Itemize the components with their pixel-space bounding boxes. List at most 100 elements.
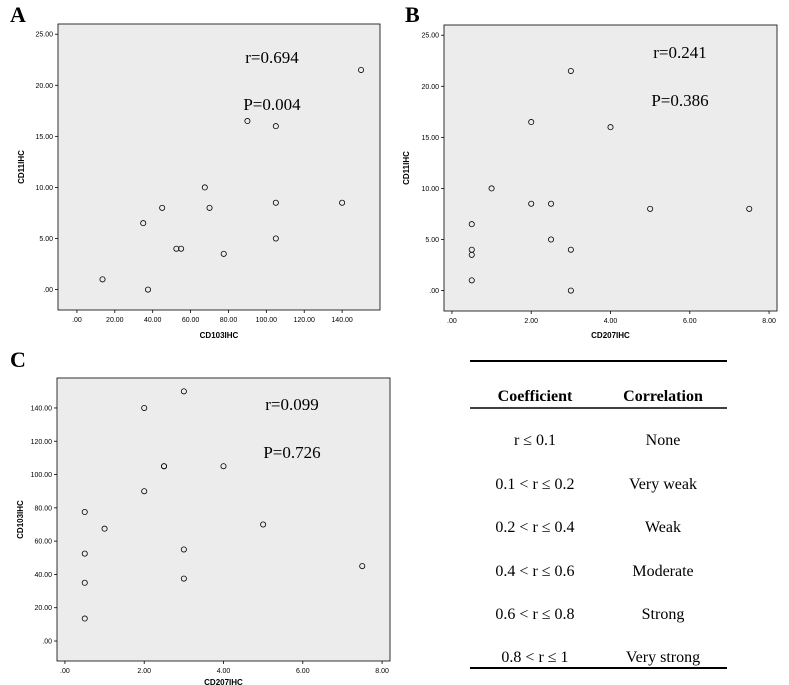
p-value: P=0.386: [651, 91, 708, 110]
data-point: [488, 185, 495, 192]
x-tick-label: 80.00: [220, 317, 238, 324]
table-cell-correlation: Very strong: [626, 649, 700, 666]
data-point: [647, 205, 654, 212]
p-value: P=0.726: [263, 443, 320, 462]
x-tick-label: 120.00: [294, 317, 316, 324]
x-tick-label: 140.00: [331, 317, 353, 324]
data-point: [272, 123, 279, 130]
table-cell-correlation: Strong: [642, 606, 685, 623]
data-point: [567, 287, 574, 294]
data-point: [528, 119, 535, 126]
data-point: [81, 579, 88, 586]
data-point: [468, 277, 475, 284]
data-point: [206, 204, 213, 211]
data-point: [141, 488, 148, 495]
data-point: [272, 199, 279, 206]
data-point: [468, 221, 475, 228]
x-tick-label: 100.00: [256, 317, 278, 324]
x-tick-label: .00: [447, 318, 457, 325]
panel-c: C .00 2.00 4.00 6.00 8.00 .00 20.00 40.00 60.00 80…: [10, 347, 391, 685]
data-point: [528, 200, 535, 207]
y-tick-label: 10.00: [35, 185, 53, 192]
x-tick-label: 20.00: [106, 317, 124, 324]
y-tick-label: 25.00: [35, 32, 53, 39]
y-tick-label: 25.00: [421, 33, 439, 40]
x-tick-label: 2.00: [137, 668, 151, 675]
y-tick-label: .00: [429, 288, 439, 295]
table-body: r ≤ 0.1 None 0.1 < r ≤ 0.2 Very weak 0.2 < r…: [495, 432, 700, 666]
data-point: [173, 245, 180, 252]
p-value: P=0.004: [243, 95, 301, 114]
x-tick-label: .00: [60, 668, 70, 675]
table-cell-correlation: Weak: [645, 519, 681, 536]
data-point: [81, 509, 88, 516]
r-value: r=0.241: [653, 43, 707, 62]
data-point: [548, 200, 555, 207]
x-tick-label: .00: [72, 317, 82, 324]
x-tick-label: 2.00: [524, 318, 538, 325]
x-axis-label: CD207IHC: [591, 331, 630, 340]
data-point: [567, 246, 574, 253]
data-point: [272, 235, 279, 242]
data-point: [339, 199, 346, 206]
table-header-correlation: Correlation: [623, 388, 703, 405]
y-tick-label: 120.00: [31, 439, 53, 446]
y-axis-label: CD11IHC: [17, 150, 26, 184]
table-cell-coefficient: r ≤ 0.1: [514, 432, 556, 449]
y-tick-label: 15.00: [35, 134, 53, 141]
r-value: r=0.099: [265, 395, 319, 414]
data-point: [180, 388, 187, 395]
table-cell-coefficient: 0.4 < r ≤ 0.6: [495, 563, 574, 580]
plot-area: [443, 24, 778, 312]
data-point: [244, 118, 251, 125]
y-tick-label: .00: [42, 639, 52, 646]
table-header-coefficient: Coefficient: [498, 388, 573, 405]
y-tick-label: 100.00: [31, 472, 53, 479]
data-point: [159, 204, 166, 211]
panel-b: B .00 2.00 4.00 6.00 8.00 .00 5.00 10.00 15.00 20.…: [402, 2, 778, 340]
x-tick-label: 8.00: [375, 668, 389, 675]
data-point: [101, 525, 108, 532]
y-tick-label: 60.00: [34, 539, 52, 546]
r-value: r=0.694: [245, 48, 299, 67]
data-point: [178, 245, 185, 252]
data-point: [99, 276, 106, 283]
x-tick-label: 4.00: [604, 318, 618, 325]
data-point: [260, 521, 267, 528]
y-tick-label: 5.00: [39, 236, 53, 243]
y-tick-label: 80.00: [34, 505, 52, 512]
table-cell-coefficient: 0.1 < r ≤ 0.2: [495, 476, 574, 493]
x-axis-label: CD207IHC: [204, 678, 243, 685]
data-point: [140, 220, 147, 227]
y-tick-label: 5.00: [425, 237, 439, 244]
table-cell-correlation: None: [646, 432, 681, 449]
data-point: [607, 124, 614, 131]
data-point: [180, 546, 187, 553]
data-point: [220, 463, 227, 470]
x-tick-label: 6.00: [296, 668, 310, 675]
plot-area: [57, 23, 381, 311]
table-cell-correlation: Moderate: [632, 563, 693, 580]
y-tick-label: 15.00: [421, 135, 439, 142]
panel-letter: A: [10, 2, 26, 27]
x-tick-label: 40.00: [144, 317, 162, 324]
data-point: [141, 404, 148, 411]
x-tick-label: 60.00: [182, 317, 200, 324]
x-tick-label: 8.00: [762, 318, 776, 325]
y-axis-label: CD103IHC: [16, 500, 25, 539]
y-tick-label: .00: [43, 287, 53, 294]
data-point: [161, 463, 168, 470]
x-axis-label: CD103IHC: [200, 331, 239, 340]
data-point: [358, 66, 365, 73]
data-point: [548, 236, 555, 243]
x-tick-label: 6.00: [683, 318, 697, 325]
data-point: [567, 67, 574, 74]
panel-letter: B: [405, 2, 420, 27]
data-point: [359, 563, 366, 570]
table-cell-coefficient: 0.2 < r ≤ 0.4: [495, 519, 574, 536]
data-point: [201, 184, 208, 191]
data-point: [144, 286, 151, 293]
table-cell-coefficient: 0.6 < r ≤ 0.8: [495, 606, 574, 623]
y-tick-label: 140.00: [31, 405, 53, 412]
